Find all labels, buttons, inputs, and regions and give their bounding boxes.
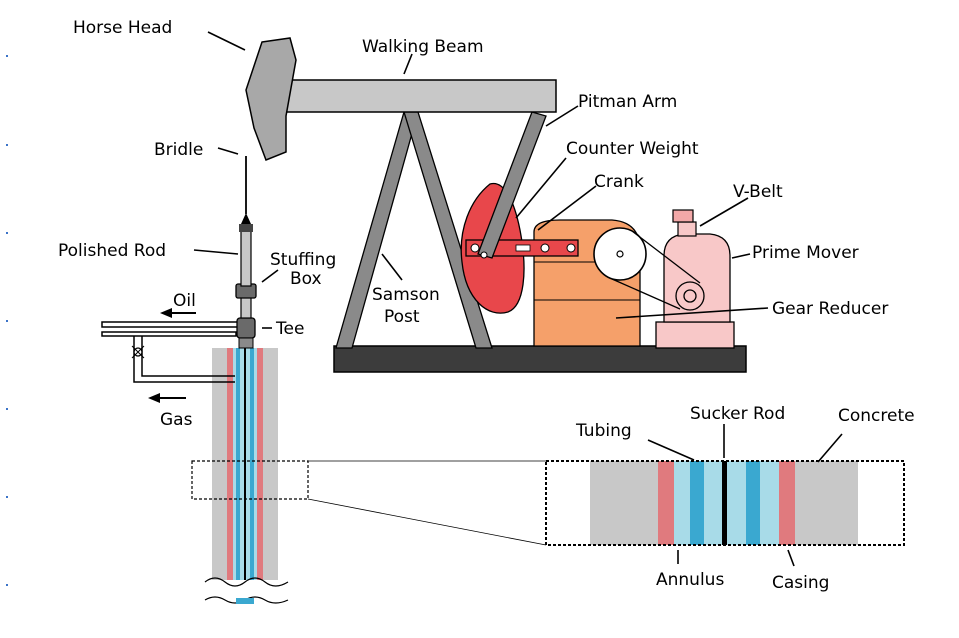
prime-mover	[655, 209, 735, 349]
well-bore	[204, 348, 290, 604]
label-gear-reducer: Gear Reducer	[772, 299, 888, 319]
label-casing: Casing	[772, 573, 829, 593]
label-prime-mover: Prime Mover	[752, 243, 859, 263]
label-stuffing-box-line1: Stuffing	[270, 250, 336, 270]
label-annulus: Annulus	[656, 570, 724, 590]
walking-beam	[275, 79, 557, 113]
label-crank: Crank	[594, 172, 644, 192]
margin-dots	[6, 55, 8, 586]
label-gas: Gas	[160, 410, 193, 430]
gas-arrow	[148, 393, 186, 403]
label-stuffing-box-line2: Box	[290, 269, 322, 289]
label-sucker-rod: Sucker Rod	[690, 404, 785, 424]
label-walking-beam: Walking Beam	[362, 37, 484, 57]
label-v-belt: V-Belt	[733, 182, 783, 202]
labels: Horse Head Walking Beam Pitman Arm Count…	[58, 18, 915, 593]
label-bridle: Bridle	[154, 140, 203, 160]
zoom-detail	[545, 460, 905, 546]
label-counter-weight: Counter Weight	[566, 139, 699, 159]
label-pitman-arm: Pitman Arm	[578, 92, 677, 112]
pitman-arm	[477, 111, 547, 259]
v-belt	[611, 230, 701, 310]
label-horse-head: Horse Head	[73, 18, 172, 38]
horse-head	[245, 37, 297, 161]
wellhead	[101, 156, 257, 383]
base-skid	[333, 345, 747, 373]
zoom-source-box	[191, 460, 547, 546]
label-samson-post-line1: Samson	[372, 285, 440, 305]
label-samson-post-line2: Post	[384, 307, 420, 327]
label-polished-rod: Polished Rod	[58, 241, 166, 261]
label-concrete: Concrete	[838, 406, 915, 426]
label-oil: Oil	[173, 291, 196, 311]
oil-arrow	[160, 308, 196, 318]
sheave-wheel	[593, 227, 647, 281]
label-tee: Tee	[275, 319, 304, 339]
label-tubing: Tubing	[575, 421, 632, 441]
leader-lines	[193, 31, 843, 567]
